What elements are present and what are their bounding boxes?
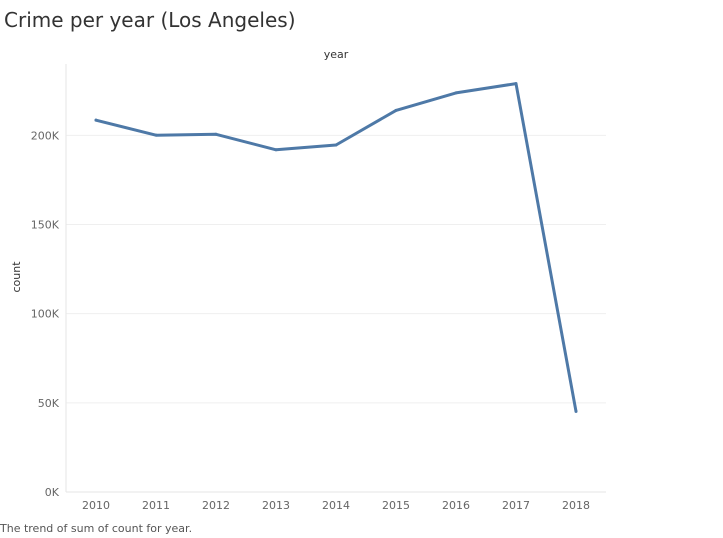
data-point: [394, 108, 398, 112]
y-axis-title: count: [10, 261, 23, 293]
x-tick-label: 2015: [382, 499, 410, 512]
y-ticks: 0K 50K 100K 150K 200K: [31, 129, 60, 499]
x-tick-label: 2012: [202, 499, 230, 512]
series: [94, 82, 578, 413]
y-tick-label: 200K: [31, 129, 60, 142]
y-tick-label: 150K: [31, 219, 60, 232]
x-tick-label: 2018: [562, 499, 590, 512]
data-point: [514, 82, 518, 86]
x-tick-label: 2011: [142, 499, 170, 512]
chart-caption: The trend of sum of count for year.: [0, 522, 193, 535]
chart-title: Crime per year (Los Angeles): [4, 8, 296, 32]
data-point: [574, 409, 578, 413]
data-point: [454, 91, 458, 95]
x-tick-label: 2017: [502, 499, 530, 512]
x-tick-label: 2014: [322, 499, 350, 512]
data-point: [214, 132, 218, 136]
y-tick-label: 0K: [45, 486, 60, 499]
x-axis-title: year: [324, 48, 349, 61]
data-point: [94, 118, 98, 122]
x-tick-label: 2010: [82, 499, 110, 512]
x-ticks: 2010 2011 2012 2013 2014 2015 2016 2017 2018: [82, 499, 590, 512]
x-tick-label: 2013: [262, 499, 290, 512]
data-point: [334, 143, 338, 147]
x-tick-label: 2016: [442, 499, 470, 512]
data-point: [274, 148, 278, 152]
series-line: [94, 82, 578, 413]
y-tick-label: 100K: [31, 308, 60, 321]
data-point: [154, 133, 158, 137]
axes: [65, 64, 606, 493]
y-tick-label: 50K: [38, 397, 60, 410]
gridlines: [66, 134, 606, 404]
